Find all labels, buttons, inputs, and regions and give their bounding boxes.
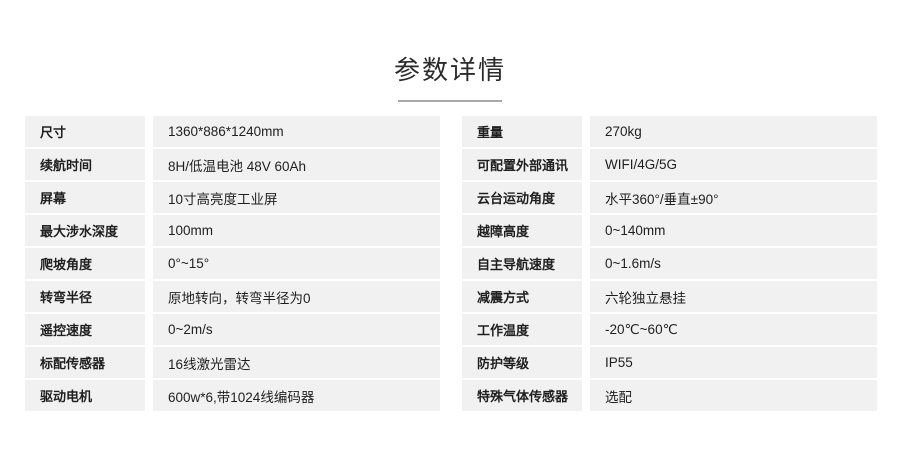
spec-value: 水平360°/垂直±90° — [590, 182, 877, 213]
title-underline — [398, 100, 502, 102]
spec-value: 1360*886*1240mm — [153, 116, 440, 147]
spec-row: 尺寸 1360*886*1240mm — [25, 116, 440, 147]
spec-row: 标配传感器 16线激光雷达 — [25, 347, 440, 378]
spec-label: 云台运动角度 — [462, 182, 582, 213]
spec-row: 爬坡角度 0°~15° — [25, 248, 440, 279]
spec-row: 驱动电机 600w*6,带1024线编码器 — [25, 380, 440, 411]
spec-value: 原地转向，转弯半径为0 — [153, 281, 440, 312]
spec-value: 10寸高亮度工业屏 — [153, 182, 440, 213]
spec-row: 自主导航速度 0~1.6m/s — [462, 248, 877, 279]
spec-label: 爬坡角度 — [25, 248, 145, 279]
spec-row: 特殊气体传感器 选配 — [462, 380, 877, 411]
spec-row: 遥控速度 0~2m/s — [25, 314, 440, 345]
spec-row: 防护等级 IP55 — [462, 347, 877, 378]
spec-value: 0~140mm — [590, 215, 877, 246]
spec-label: 自主导航速度 — [462, 248, 582, 279]
spec-value: WIFI/4G/5G — [590, 149, 877, 180]
spec-label: 可配置外部通讯 — [462, 149, 582, 180]
spec-row: 云台运动角度 水平360°/垂直±90° — [462, 182, 877, 213]
spec-value: 0~2m/s — [153, 314, 440, 345]
spec-label: 重量 — [462, 116, 582, 147]
spec-value: 选配 — [590, 380, 877, 411]
spec-label: 工作温度 — [462, 314, 582, 345]
spec-row: 重量 270kg — [462, 116, 877, 147]
spec-label: 屏幕 — [25, 182, 145, 213]
spec-value: 100mm — [153, 215, 440, 246]
spec-row: 减震方式 六轮独立悬挂 — [462, 281, 877, 312]
spec-row: 可配置外部通讯 WIFI/4G/5G — [462, 149, 877, 180]
spec-row: 屏幕 10寸高亮度工业屏 — [25, 182, 440, 213]
spec-row: 最大涉水深度 100mm — [25, 215, 440, 246]
spec-value: 16线激光雷达 — [153, 347, 440, 378]
spec-label: 防护等级 — [462, 347, 582, 378]
spec-value: 六轮独立悬挂 — [590, 281, 877, 312]
spec-label: 续航时间 — [25, 149, 145, 180]
spec-value: -20℃~60℃ — [590, 314, 877, 345]
spec-label: 标配传感器 — [25, 347, 145, 378]
spec-table-right: 重量 270kg 可配置外部通讯 WIFI/4G/5G 云台运动角度 水平360… — [462, 116, 877, 413]
spec-label: 驱动电机 — [25, 380, 145, 411]
spec-row: 续航时间 8H/低温电池 48V 60Ah — [25, 149, 440, 180]
spec-label: 特殊气体传感器 — [462, 380, 582, 411]
spec-value: 0°~15° — [153, 248, 440, 279]
spec-row: 转弯半径 原地转向，转弯半径为0 — [25, 281, 440, 312]
page-title: 参数详情 — [393, 55, 506, 85]
spec-label: 减震方式 — [462, 281, 582, 312]
spec-tables: 尺寸 1360*886*1240mm 续航时间 8H/低温电池 48V 60Ah… — [25, 116, 877, 413]
spec-value: 600w*6,带1024线编码器 — [153, 380, 440, 411]
spec-value: 0~1.6m/s — [590, 248, 877, 279]
spec-row: 越障高度 0~140mm — [462, 215, 877, 246]
spec-label: 尺寸 — [25, 116, 145, 147]
spec-label: 遥控速度 — [25, 314, 145, 345]
spec-label: 转弯半径 — [25, 281, 145, 312]
spec-label: 越障高度 — [462, 215, 582, 246]
spec-value: 8H/低温电池 48V 60Ah — [153, 149, 440, 180]
spec-value: IP55 — [590, 347, 877, 378]
spec-row: 工作温度 -20℃~60℃ — [462, 314, 877, 345]
spec-table-left: 尺寸 1360*886*1240mm 续航时间 8H/低温电池 48V 60Ah… — [25, 116, 440, 413]
spec-label: 最大涉水深度 — [25, 215, 145, 246]
spec-value: 270kg — [590, 116, 877, 147]
